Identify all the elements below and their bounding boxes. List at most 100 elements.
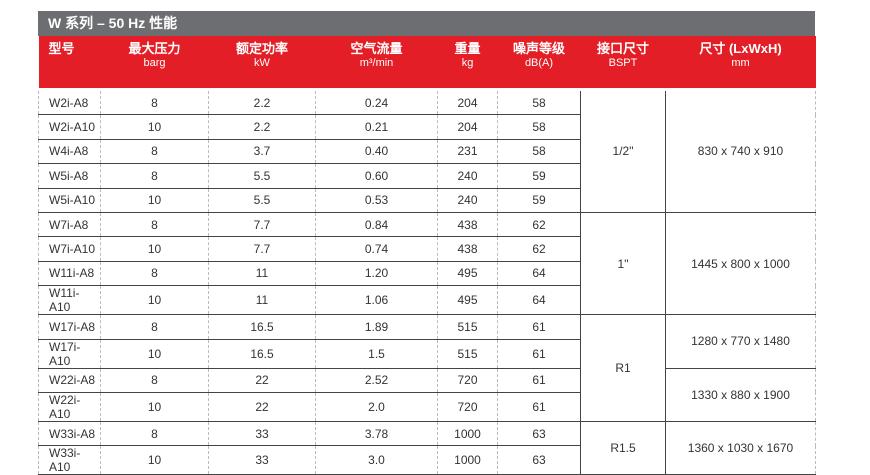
table-row: W17i-A8 8 16.5 1.89 515 61 R1 1280 x 770 x 1480 (38, 314, 816, 422)
table-cell: 64 (497, 261, 581, 287)
table-row: W7i-A10 10 7.7 0.74 438 62 (38, 236, 816, 262)
table-cell: 63 (497, 421, 581, 447)
header-unit: mm (731, 57, 750, 69)
table-row: W5i-A10 10 5.5 0.53 240 59 (38, 188, 816, 213)
table-cell: 0.53 (315, 188, 438, 213)
table-cell: 62 (497, 236, 581, 262)
column-header: 尺寸 (LxWxH) mm (665, 36, 816, 90)
table-cell: W11i-A10 (38, 285, 101, 316)
table-cell: 231 (437, 139, 498, 165)
table-cell: 0.24 (315, 88, 438, 116)
table-cell: 3.78 (315, 421, 438, 447)
table-cell: 10 (100, 445, 209, 475)
table-cell: 8 (100, 212, 209, 238)
table-cell: 240 (437, 163, 498, 189)
table-cell: 2.2 (208, 88, 316, 116)
dimensions-cell: 1445 x 800 x 1000 (665, 211, 816, 316)
header-label: 型号 (48, 41, 75, 56)
table-cell: 3.7 (208, 139, 316, 165)
table-cell: 10 (100, 339, 209, 369)
header-label: 重量 (454, 41, 481, 56)
table-cell: 8 (100, 314, 209, 340)
table-cell: 61 (497, 368, 581, 393)
header-unit: barg (143, 57, 166, 69)
header-unit: BSPT (608, 57, 638, 69)
connection-size-cell: 1/2" (580, 89, 666, 213)
table-cell: 0.84 (315, 212, 438, 238)
connection-size-cell: R1 (580, 314, 666, 422)
column-header: 重量 kg (437, 36, 498, 90)
table-cell: 1.20 (315, 261, 438, 287)
table-cell: 515 (437, 314, 498, 340)
table-cell: 61 (497, 339, 581, 369)
header-row: 型号 最大压力 barg 额定功率 kW 空气流量 m³/min 重量 kg 噪声等级 dB(A) 接… (38, 36, 816, 90)
header-label: 噪声等级 (512, 41, 565, 56)
table-cell: 0.74 (315, 236, 438, 262)
header-label: 接口尺寸 (596, 41, 649, 56)
table-cell: 2.2 (208, 114, 316, 140)
header-label: 最大压力 (128, 41, 181, 56)
table-cell: W2i-A10 (38, 114, 101, 140)
table-cell: W22i-A8 (38, 368, 101, 393)
header-unit: kW (254, 57, 270, 69)
dimensions-cell: 1280 x 770 x 1480 (665, 314, 816, 369)
table-cell: 58 (497, 88, 581, 116)
table-cell: 8 (100, 368, 209, 393)
header-label: 额定功率 (235, 41, 288, 56)
table-cell: 10 (100, 392, 209, 422)
table-cell: 204 (437, 88, 498, 116)
table-cell: 63 (497, 445, 581, 475)
table-row: W5i-A8 8 5.5 0.60 240 59 (38, 163, 816, 189)
table-row: W33i-A8 8 33 3.78 1000 63 R1.5 1360 x 1030 x 16… (38, 420, 816, 475)
table-cell: 5.5 (208, 163, 316, 189)
table-cell: 11 (208, 261, 316, 287)
dimensions-cell: 1360 x 1030 x 1670 (665, 420, 816, 475)
connection-size-cell: 1" (580, 211, 666, 316)
table-cell: W5i-A10 (38, 188, 101, 213)
table-row: W2i-A10 10 2.2 0.21 204 58 (38, 114, 816, 140)
performance-table-container: W 系列 – 50 Hz 性能 型号 最大压力 barg 额定功率 kW 空气流量 m³/m… (38, 11, 816, 475)
table-row: W22i-A10 10 22 2.0 720 61 (38, 392, 816, 422)
table-cell: W33i-A10 (38, 445, 101, 475)
table-row: W22i-A8 8 22 2.52 720 61 1330 x 880 x 1900 (38, 367, 816, 422)
table-cell: 10 (100, 236, 209, 262)
table-cell: 8 (100, 163, 209, 189)
table-cell: 11 (208, 285, 316, 316)
table-cell: 8 (100, 421, 209, 447)
table-cell: W7i-A10 (38, 236, 101, 262)
table-cell: 495 (437, 261, 498, 287)
table-cell: 720 (437, 392, 498, 422)
table-cell: W22i-A10 (38, 392, 101, 422)
table-cell: W17i-A10 (38, 339, 101, 369)
table-row: W4i-A8 8 3.7 0.40 231 58 (38, 139, 816, 165)
column-header: 型号 (38, 36, 101, 90)
table-cell: 8 (100, 139, 209, 165)
table-row: W17i-A10 10 16.5 1.5 515 61 (38, 339, 816, 369)
table-cell: 7.7 (208, 236, 316, 262)
table-cell: 8 (100, 261, 209, 287)
column-header: 额定功率 kW (208, 36, 316, 90)
table-cell: 61 (497, 314, 581, 340)
connection-size-cell: R1.5 (580, 420, 666, 475)
table-cell: 438 (437, 212, 498, 238)
table-cell: 0.40 (315, 139, 438, 165)
table-cell: 1000 (437, 445, 498, 475)
table-cell: 59 (497, 163, 581, 189)
table-cell: 438 (437, 236, 498, 262)
column-header: 噪声等级 dB(A) (497, 36, 581, 90)
table-cell: 5.5 (208, 188, 316, 213)
table-cell: 720 (437, 368, 498, 393)
table-cell: 515 (437, 339, 498, 369)
header-unit: kg (461, 57, 474, 69)
table-cell: 8 (100, 88, 209, 116)
dimensions-cell: 830 x 740 x 910 (665, 89, 816, 213)
column-header: 最大压力 barg (100, 36, 209, 90)
table-cell: 2.0 (315, 392, 438, 422)
table-cell: 2.52 (315, 368, 438, 393)
table-cell: 16.5 (208, 314, 316, 340)
table-row: W2i-A8 8 2.2 0.24 204 58 1/2" 830 x 740 x 910 (38, 88, 816, 213)
table-cell: 240 (437, 188, 498, 213)
table-cell: 22 (208, 368, 316, 393)
table-cell: W5i-A8 (38, 163, 101, 189)
table-cell: W2i-A8 (38, 88, 101, 116)
